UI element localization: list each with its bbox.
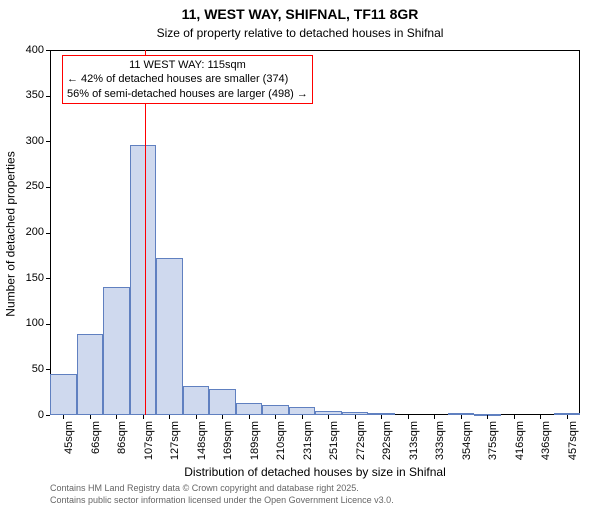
- x-tick-label: 416sqm: [514, 421, 526, 460]
- x-tick-mark: [249, 415, 250, 419]
- x-tick-label: 169sqm: [222, 421, 234, 460]
- x-tick-mark: [302, 415, 303, 419]
- x-tick-label: 457sqm: [567, 421, 579, 460]
- y-tick-label: 350: [26, 89, 44, 101]
- y-tick-mark: [46, 50, 50, 51]
- x-tick-label: 127sqm: [169, 421, 181, 460]
- x-tick-mark: [90, 415, 91, 419]
- x-tick-mark: [275, 415, 276, 419]
- footer-line: Contains HM Land Registry data © Crown c…: [50, 483, 394, 495]
- y-tick-mark: [46, 415, 50, 416]
- x-tick-label: 333sqm: [434, 421, 446, 460]
- y-tick-label: 50: [32, 363, 44, 375]
- y-tick-label: 250: [26, 180, 44, 192]
- histogram-bar: [103, 287, 130, 415]
- y-tick-mark: [46, 96, 50, 97]
- x-tick-label: 292sqm: [381, 421, 393, 460]
- y-tick-label: 400: [26, 44, 44, 56]
- chart-container: 11, WEST WAY, SHIFNAL, TF11 8GR Size of …: [0, 0, 600, 500]
- y-tick-label: 0: [38, 409, 44, 421]
- x-tick-mark: [222, 415, 223, 419]
- y-tick-label: 300: [26, 135, 44, 147]
- x-tick-mark: [63, 415, 64, 419]
- chart-title-sub: Size of property relative to detached ho…: [0, 26, 600, 40]
- y-tick-mark: [46, 324, 50, 325]
- footer-line: Contains public sector information licen…: [50, 495, 394, 506]
- x-tick-mark: [514, 415, 515, 419]
- x-tick-mark: [461, 415, 462, 419]
- y-axis-label: Number of detached properties: [3, 51, 17, 416]
- y-tick-label: 150: [26, 272, 44, 284]
- x-tick-mark: [328, 415, 329, 419]
- annotation-line: 56% of semi-detached houses are larger (…: [67, 87, 308, 101]
- x-tick-label: 231sqm: [302, 421, 314, 460]
- x-tick-mark: [355, 415, 356, 419]
- y-tick-mark: [46, 369, 50, 370]
- chart-title-main: 11, WEST WAY, SHIFNAL, TF11 8GR: [0, 6, 600, 22]
- annotation-line: 11 WEST WAY: 115sqm: [67, 58, 308, 72]
- x-tick-label: 375sqm: [487, 421, 499, 460]
- x-tick-mark: [381, 415, 382, 419]
- histogram-bar: [50, 374, 77, 415]
- annotation-line: ← 42% of detached houses are smaller (37…: [67, 72, 308, 86]
- x-tick-label: 189sqm: [249, 421, 261, 460]
- x-tick-label: 436sqm: [540, 421, 552, 460]
- x-tick-mark: [567, 415, 568, 419]
- x-tick-mark: [116, 415, 117, 419]
- histogram-bar: [77, 334, 104, 415]
- y-tick-mark: [46, 187, 50, 188]
- histogram-bar: [183, 386, 210, 415]
- x-tick-mark: [169, 415, 170, 419]
- x-tick-label: 354sqm: [461, 421, 473, 460]
- x-axis-label: Distribution of detached houses by size …: [50, 465, 580, 479]
- x-tick-label: 107sqm: [143, 421, 155, 460]
- x-tick-mark: [196, 415, 197, 419]
- x-tick-mark: [434, 415, 435, 419]
- x-tick-mark: [540, 415, 541, 419]
- annotation-box: 11 WEST WAY: 115sqm← 42% of detached hou…: [62, 55, 313, 104]
- x-tick-mark: [143, 415, 144, 419]
- y-tick-mark: [46, 141, 50, 142]
- histogram-bar: [236, 403, 263, 415]
- x-tick-label: 148sqm: [196, 421, 208, 460]
- x-tick-label: 210sqm: [275, 421, 287, 460]
- chart-footer: Contains HM Land Registry data © Crown c…: [50, 483, 394, 506]
- x-tick-mark: [408, 415, 409, 419]
- y-tick-label: 100: [26, 317, 44, 329]
- x-tick-label: 66sqm: [90, 421, 102, 454]
- histogram-bar: [130, 145, 157, 415]
- x-tick-label: 45sqm: [63, 421, 75, 454]
- x-tick-mark: [487, 415, 488, 419]
- histogram-bar: [156, 258, 183, 415]
- histogram-bar: [262, 405, 289, 415]
- histogram-bar: [289, 407, 316, 415]
- y-tick-mark: [46, 233, 50, 234]
- x-tick-label: 251sqm: [328, 421, 340, 460]
- x-tick-label: 86sqm: [116, 421, 128, 454]
- x-tick-label: 313sqm: [408, 421, 420, 460]
- y-tick-label: 200: [26, 226, 44, 238]
- property-marker-line: [145, 50, 146, 415]
- y-tick-mark: [46, 278, 50, 279]
- x-tick-label: 272sqm: [355, 421, 367, 460]
- histogram-bar: [209, 389, 236, 415]
